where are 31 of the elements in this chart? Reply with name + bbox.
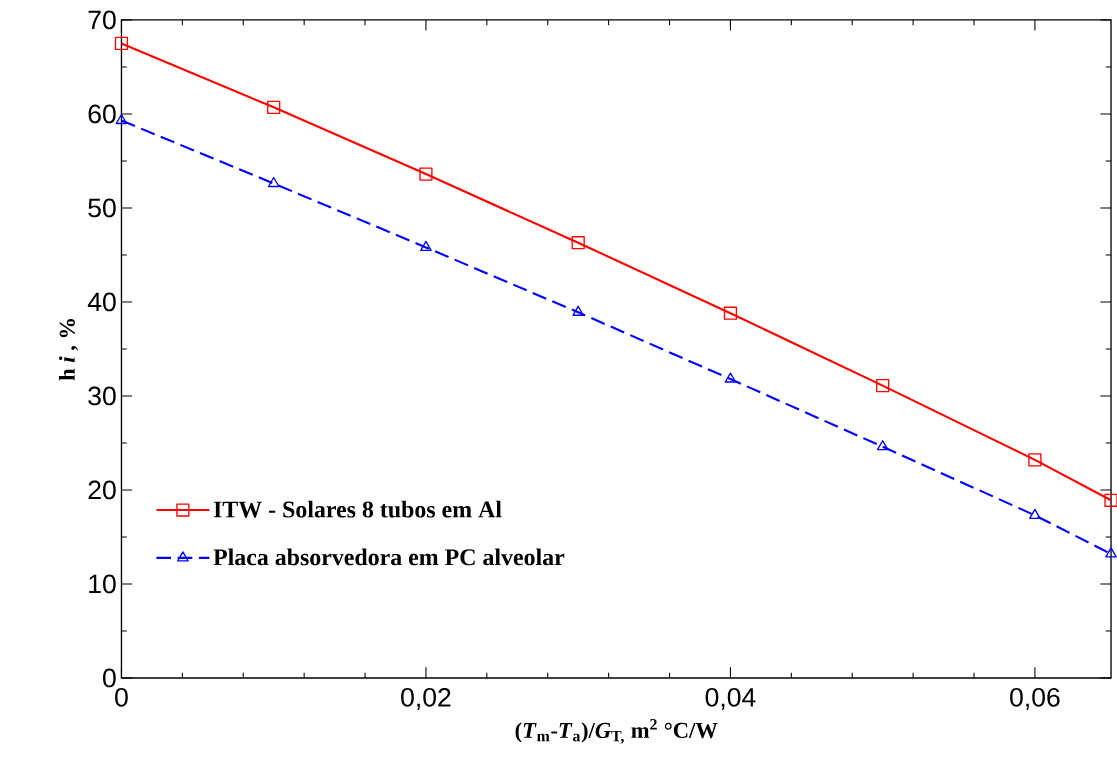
y-tick-label: 0 — [103, 668, 116, 688]
point — [420, 240, 432, 252]
legend-label: Placa absorvedora em PC alveolar — [213, 548, 565, 566]
point — [267, 177, 280, 188]
x-tick-label: 0,02 — [401, 688, 451, 711]
x-tick-label: 0,06 — [1010, 688, 1060, 711]
point — [267, 100, 281, 115]
y-tick-label: 40 — [87, 292, 116, 312]
point — [115, 114, 128, 125]
y-tick-label: 70 — [88, 10, 116, 30]
point — [723, 306, 738, 321]
point — [571, 236, 585, 250]
x-tick-label: 0,04 — [705, 688, 756, 711]
point — [114, 36, 129, 51]
y-tick-label: 50 — [88, 198, 116, 218]
y-tick-label: 10 — [89, 574, 116, 594]
point — [1029, 508, 1041, 520]
y-axis-title: h i , % — [58, 319, 79, 381]
y-tick-label: 60 — [88, 104, 116, 124]
text: (T$_{m}$-T$_{a}$)/G$_{T,}$ m$^{2}$ °C/W — [515, 719, 718, 744]
point — [1028, 453, 1042, 467]
x-tick-label: 0 — [115, 688, 128, 707]
point — [572, 305, 585, 317]
point — [1105, 547, 1117, 558]
point — [419, 167, 433, 181]
point — [876, 379, 890, 393]
y-tick-label: 30 — [88, 386, 116, 406]
y-tick-label: 20 — [88, 480, 116, 500]
point — [724, 372, 737, 383]
point — [876, 440, 889, 451]
legend-label: ITW - Solares 8 tubos em Al — [213, 500, 502, 518]
